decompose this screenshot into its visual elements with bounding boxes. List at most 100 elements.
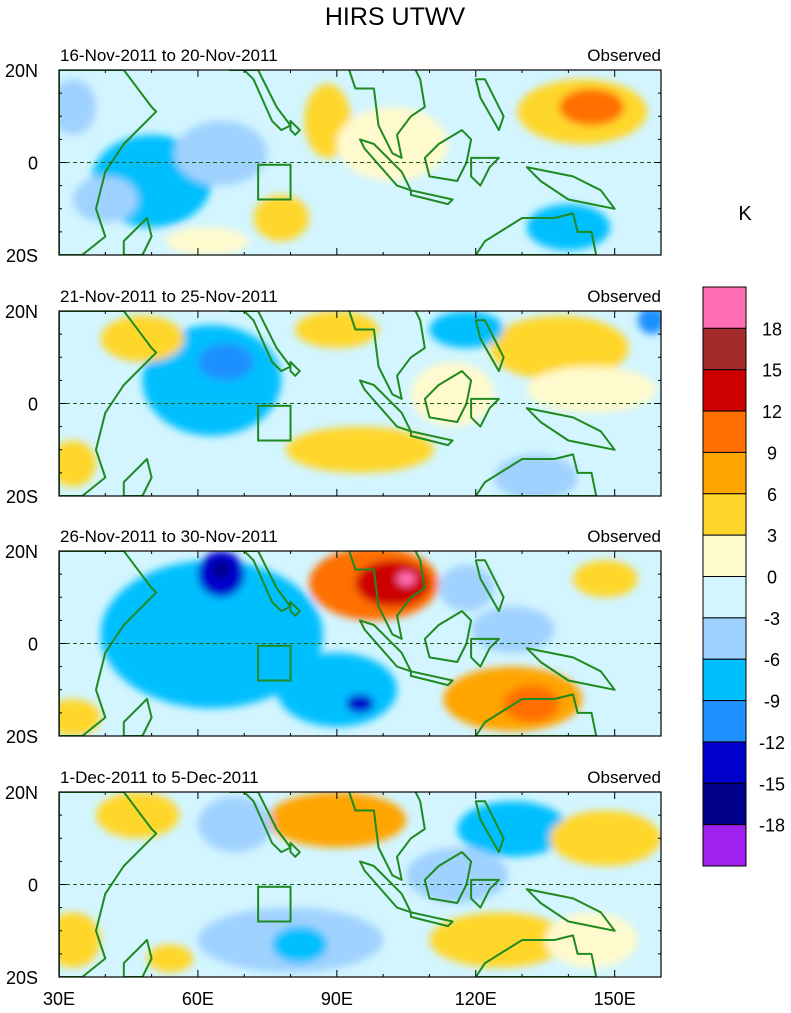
anomaly-region <box>272 926 328 964</box>
colorbar-level-label: 6 <box>767 485 777 505</box>
colorbar-level-label: -9 <box>764 692 780 712</box>
coastline <box>229 311 292 373</box>
coastline <box>423 129 473 182</box>
colorbar-level-label: 15 <box>762 361 782 381</box>
colorbar-level-label: -12 <box>759 733 785 753</box>
panel-date-range: 21-Nov-2011 to 25-Nov-2011 <box>60 287 278 306</box>
figure-title: HIRS UTWV <box>325 3 466 31</box>
coastline <box>289 360 301 377</box>
coastline <box>122 217 153 255</box>
colorbar: K 18 15 12 9 6 3 0 -3 -6 -9 -12 -15 -18 <box>702 203 785 867</box>
y-tick-label: 20N <box>5 61 38 81</box>
colorbar-swatch <box>702 824 747 867</box>
anomaly-region <box>526 204 611 251</box>
anomaly-region <box>174 120 268 186</box>
colorbar-swatch <box>702 493 747 536</box>
coastline <box>59 551 158 736</box>
coastline <box>474 453 598 496</box>
anomaly-region <box>457 801 569 857</box>
coastline <box>409 670 454 687</box>
colorbar-level-label: 18 <box>762 319 782 339</box>
anomaly-region <box>503 685 560 723</box>
y-tick-label: 20S <box>6 487 38 507</box>
coastline <box>423 610 473 663</box>
anomaly-region <box>59 440 97 487</box>
coastline <box>474 78 505 132</box>
coastline <box>409 430 454 447</box>
coastline <box>229 551 292 613</box>
panel-observed-label: Observed <box>587 768 661 787</box>
y-tick-label: 20N <box>5 302 38 322</box>
anomaly-region <box>494 454 578 496</box>
coastline <box>229 792 292 854</box>
coastline <box>474 319 505 373</box>
y-tick-label: 20S <box>6 968 38 988</box>
anomaly-region <box>489 315 629 381</box>
colorbar-level-label: 3 <box>767 526 777 546</box>
panel-observed-label: Observed <box>587 46 661 65</box>
anomaly-region <box>96 792 180 839</box>
anomaly-region <box>573 560 638 598</box>
coastline <box>59 311 158 496</box>
colorbar-swatch <box>702 658 747 702</box>
panel-observed-label: Observed <box>587 527 661 546</box>
anomaly-region <box>59 699 101 736</box>
coastline <box>525 888 616 932</box>
anomaly-region <box>253 194 310 242</box>
anomaly-region <box>355 560 430 607</box>
panel-2: 21-Nov-2011 to 25-Nov-2011 Observed 20N 0 20… <box>5 287 662 507</box>
panel-3: 26-Nov-2011 to 30-Nov-2011 Observed 20N 0 20… <box>5 527 662 747</box>
coastline <box>409 911 454 928</box>
colorbar-swatch <box>702 451 747 495</box>
colorbar-swatch <box>702 576 747 619</box>
coastline <box>474 693 598 736</box>
anomaly-region <box>429 912 569 968</box>
anomaly-region <box>545 912 638 968</box>
colorbar-level-label: 9 <box>767 443 777 463</box>
anomaly-region <box>526 366 657 413</box>
y-tick-label: 0 <box>28 154 38 174</box>
coastline <box>474 934 598 977</box>
anomaly-region <box>100 315 185 362</box>
colorbar-swatch <box>702 369 747 412</box>
colorbar-swatch <box>702 617 747 660</box>
anomaly-region <box>559 88 624 126</box>
anomaly-region <box>137 445 212 492</box>
coastline <box>470 637 500 668</box>
anomaly-region <box>276 652 398 727</box>
coastline <box>59 792 158 977</box>
colorbar-swatch <box>702 410 747 453</box>
coastline <box>348 311 426 400</box>
coastline <box>470 878 500 909</box>
colorbar-units-label: K <box>738 203 752 225</box>
anomaly-region <box>397 571 416 586</box>
panel-4: 1-Dec-2011 to 5-Dec-2011 Observed 20N 0 20S <box>5 768 662 988</box>
colorbar-swatch <box>702 782 747 826</box>
anomaly-region <box>165 227 249 255</box>
index-region-box <box>257 163 292 201</box>
anomaly-region <box>346 694 374 713</box>
index-region-box <box>257 644 292 682</box>
coastline <box>409 189 454 206</box>
anomaly-region <box>637 311 661 335</box>
anomaly-region <box>549 810 661 866</box>
coastline <box>122 939 153 977</box>
anomaly-region <box>471 606 555 653</box>
x-tick-label: 150E <box>594 989 636 1009</box>
anomaly-region <box>429 157 523 223</box>
y-tick-label: 20N <box>5 542 38 562</box>
coastline <box>525 407 616 451</box>
anomaly-region <box>267 792 407 848</box>
x-tick-label: 60E <box>182 989 214 1009</box>
anomaly-region <box>100 560 323 709</box>
x-tick-label: 30E <box>43 989 75 1009</box>
colorbar-level-label: 0 <box>767 568 777 588</box>
coastline <box>474 800 505 854</box>
anomaly-region <box>211 560 231 579</box>
coastline <box>59 70 158 255</box>
colorbar-level-label: 12 <box>762 402 782 422</box>
coastline <box>289 841 301 858</box>
y-tick-label: 20N <box>5 783 38 803</box>
colorbar-swatch <box>702 327 747 371</box>
y-tick-label: 20S <box>6 246 38 266</box>
